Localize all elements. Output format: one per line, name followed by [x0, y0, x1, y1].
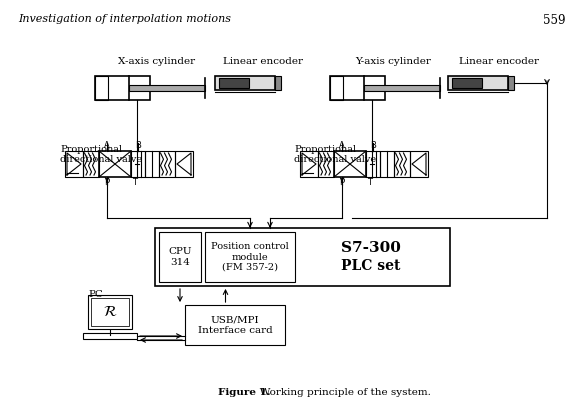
Bar — [448, 76, 508, 90]
Bar — [366, 151, 380, 177]
Bar — [330, 76, 343, 100]
Bar — [452, 78, 482, 88]
Bar — [410, 151, 428, 177]
Bar — [185, 305, 285, 345]
Text: PC: PC — [88, 290, 103, 299]
Text: Investigation of interpolation motions: Investigation of interpolation motions — [18, 14, 231, 24]
Bar — [129, 85, 205, 91]
Text: Working principle of the system.: Working principle of the system. — [250, 388, 431, 397]
Bar — [205, 232, 295, 282]
Bar — [65, 151, 83, 177]
Text: Y-axis cylinder: Y-axis cylinder — [355, 57, 431, 66]
Text: USB/MPI
Interface card: USB/MPI Interface card — [198, 315, 272, 335]
Text: Proportional: Proportional — [294, 145, 356, 154]
Bar — [380, 151, 394, 177]
Text: directional valve: directional valve — [60, 155, 142, 164]
Text: T: T — [367, 178, 372, 187]
Text: directional valve: directional valve — [294, 155, 376, 164]
Bar — [99, 151, 131, 177]
Bar — [364, 85, 440, 91]
Text: A: A — [104, 141, 110, 150]
Text: CPU
314: CPU 314 — [168, 247, 192, 267]
Bar — [159, 151, 175, 177]
Bar — [215, 76, 275, 90]
Text: Linear encoder: Linear encoder — [223, 57, 303, 66]
Bar — [300, 151, 318, 177]
Text: Linear encoder: Linear encoder — [459, 57, 539, 66]
Text: B: B — [370, 141, 376, 150]
Bar — [95, 76, 108, 100]
Bar — [83, 333, 137, 339]
Text: PLC set: PLC set — [341, 259, 400, 273]
Bar — [334, 151, 366, 177]
Bar — [131, 151, 145, 177]
Bar — [318, 151, 334, 177]
Bar — [83, 151, 99, 177]
Text: P: P — [339, 178, 344, 187]
Text: Position control
module
(FM 357-2): Position control module (FM 357-2) — [211, 242, 289, 272]
Bar — [275, 76, 281, 90]
Bar — [95, 76, 150, 100]
Bar — [175, 151, 193, 177]
Bar — [88, 295, 132, 329]
Bar — [91, 298, 129, 326]
Text: 559: 559 — [542, 14, 565, 27]
Text: Proportional: Proportional — [60, 145, 122, 154]
Bar — [330, 76, 385, 100]
Bar — [155, 228, 450, 286]
Bar — [508, 76, 514, 90]
Text: P: P — [104, 178, 110, 187]
Text: B: B — [135, 141, 141, 150]
Bar — [145, 151, 159, 177]
Text: X-axis cylinder: X-axis cylinder — [118, 57, 196, 66]
Bar — [159, 232, 201, 282]
Text: $\mathcal{R}$: $\mathcal{R}$ — [103, 304, 117, 320]
Text: Figure 1.: Figure 1. — [218, 388, 271, 397]
Bar — [219, 78, 249, 88]
Bar — [394, 151, 410, 177]
Text: A: A — [339, 141, 345, 150]
Text: T: T — [132, 178, 137, 187]
Text: S7-300: S7-300 — [340, 241, 400, 255]
